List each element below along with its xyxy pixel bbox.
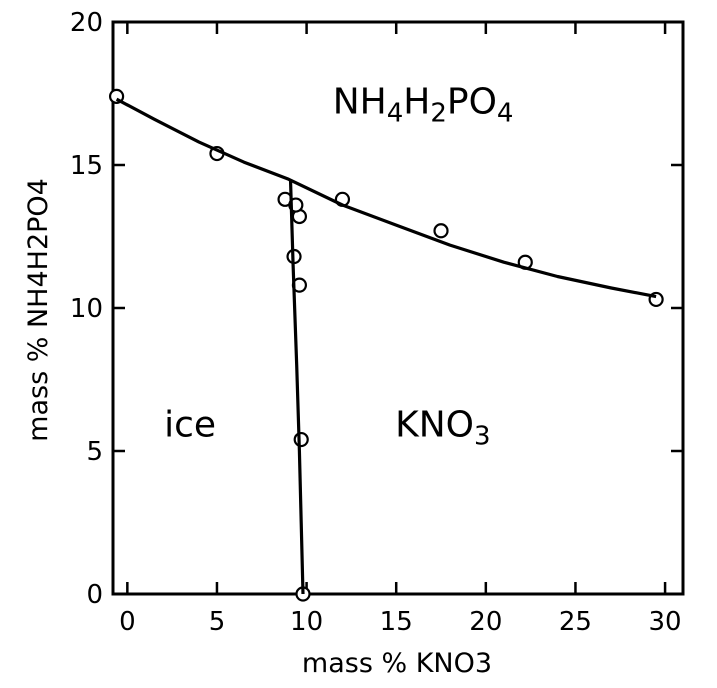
x-tick-label-4: 20	[469, 607, 502, 637]
region-label-0: ice	[164, 405, 216, 446]
region-label-2-part-3: 2	[430, 99, 447, 129]
region-label-2-part-4: PO	[447, 82, 497, 123]
x-tick-label-5: 25	[559, 607, 592, 637]
region-label-2-part-1: 4	[387, 99, 404, 129]
x-tick-label-2: 10	[290, 607, 323, 637]
y-tick-label-3: 15	[70, 151, 103, 181]
y-tick-label-4: 20	[70, 8, 103, 38]
region-label-1-part-1: 3	[474, 422, 491, 452]
y-tick-label-2: 10	[70, 294, 103, 324]
x-tick-label-1: 5	[209, 607, 226, 637]
x-axis-title: mass % KNO3	[302, 648, 492, 679]
phase-boundary-line-2	[288, 179, 305, 595]
data-point-11	[293, 431, 309, 448]
x-tick-label-0: 0	[119, 607, 136, 637]
region-label-1: KNO3	[395, 405, 490, 452]
x-tick-label-6: 30	[649, 607, 682, 637]
x-tick-label-3: 15	[380, 607, 413, 637]
region-label-0-part-0: ice	[164, 405, 216, 446]
data-point-5	[433, 223, 449, 239]
y-tick-label-0: 0	[86, 580, 103, 610]
y-tick-label-1: 5	[86, 437, 103, 467]
y-axis-title: mass % NH4H2PO4	[23, 178, 54, 442]
region-label-2-part-2: H	[403, 82, 430, 123]
phase-boundary-line-1	[115, 97, 657, 299]
region-label-2-part-0: NH	[333, 82, 387, 123]
region-label-1-part-0: KNO	[395, 405, 474, 446]
region-label-2: NH4H2PO4	[333, 82, 514, 129]
region-label-2-part-5: 4	[497, 99, 514, 129]
